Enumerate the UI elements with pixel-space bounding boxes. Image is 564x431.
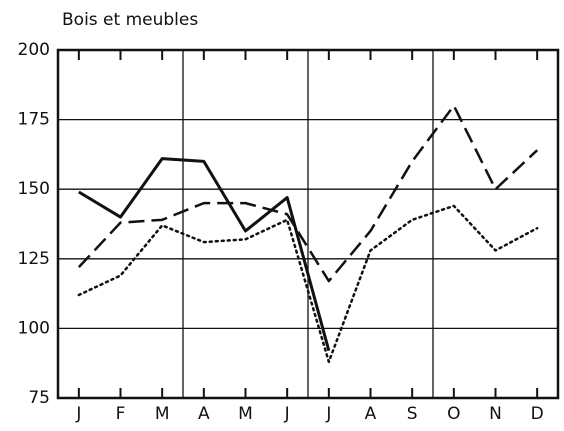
x-tick-label: A xyxy=(365,404,377,424)
plot-frame xyxy=(56,48,560,400)
y-tick-label: 175 xyxy=(18,110,50,130)
y-tick-label: 100 xyxy=(18,318,50,338)
x-tick-label: M xyxy=(238,404,253,424)
series-line xyxy=(77,104,539,283)
x-tick-label: N xyxy=(489,404,502,424)
x-tick-label: M xyxy=(155,404,170,424)
y-tick-label: 150 xyxy=(18,179,50,199)
y-tick-label: 125 xyxy=(18,249,50,269)
series-line xyxy=(78,157,331,352)
x-tick-label: O xyxy=(447,404,460,424)
y-tick-label: 75 xyxy=(28,388,50,408)
x-tick-label: S xyxy=(407,404,418,424)
x-tick-label: F xyxy=(116,404,126,424)
x-tick-label: J xyxy=(325,404,331,424)
series-line xyxy=(77,204,539,364)
x-tick-label: J xyxy=(284,404,290,424)
x-tick-label: J xyxy=(75,404,81,424)
x-tick-label: D xyxy=(531,404,544,424)
chart-title: Bois et meubles xyxy=(62,10,198,30)
y-tick-label: 200 xyxy=(18,40,50,60)
x-tick-label: A xyxy=(198,404,210,424)
